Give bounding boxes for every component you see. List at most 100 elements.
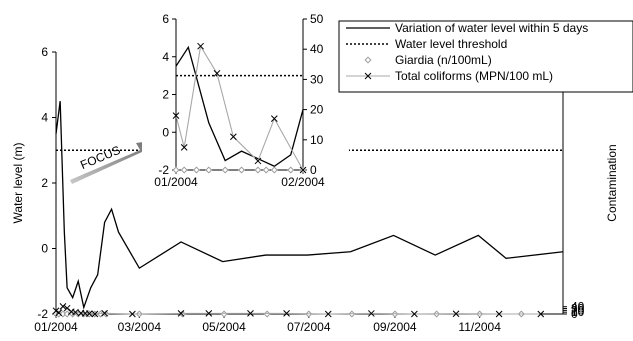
cross-stroke [495, 310, 503, 318]
cross-stroke [213, 70, 221, 77]
main-x-tick-label: 07/2004 [287, 320, 331, 334]
main-right-tick-label: 20 [571, 303, 585, 317]
inset-x-tick-label: 01/2004 [154, 175, 198, 189]
cross-stroke [230, 133, 237, 141]
inset-right-tick-label: 40 [310, 42, 324, 56]
cross-stroke [55, 309, 63, 317]
cross-stroke [101, 309, 108, 317]
main-giardia-point [220, 310, 228, 318]
inset-series-0 [175, 45, 304, 167]
inset-coliforms-line [175, 44, 304, 171]
legend-swatch-coliforms-cross [364, 72, 372, 80]
cross-stroke [283, 310, 290, 317]
main-left-tick-label: 4 [41, 111, 48, 125]
cross-stroke [177, 310, 185, 317]
main-water-level-line [55, 101, 564, 310]
main-coliforms-point [59, 303, 67, 310]
cross-stroke [129, 310, 136, 318]
cross-stroke [180, 143, 188, 151]
cross-stroke [205, 310, 213, 317]
cross-stroke [537, 310, 545, 318]
inset-giardia-point [221, 166, 229, 174]
cross-stroke [72, 308, 79, 316]
legend-label: Giardia (n/100mL) [395, 53, 492, 67]
cross-stroke [197, 42, 204, 50]
inset-left-tick-label: 0 [162, 125, 169, 139]
inset-water-level-line [175, 45, 304, 167]
main-coliforms-point [129, 310, 136, 318]
main-coliforms-point [495, 310, 503, 318]
inset-series-2 [172, 166, 307, 174]
main-coliforms-point [283, 310, 290, 317]
main-right-tick-label: 10 [571, 305, 585, 319]
main-series-0 [55, 101, 564, 310]
main-giardia-point [263, 310, 271, 318]
cross-stroke [270, 115, 278, 123]
inset-right-tick-label: 10 [310, 133, 324, 147]
inset-giardia-point [262, 166, 270, 174]
main-coliforms-point [101, 309, 108, 317]
legend-label: Variation of water level within 5 days [395, 21, 588, 35]
main-right-tick-label: 40 [571, 300, 585, 314]
legend-swatch-giardia [364, 56, 372, 64]
inset-coliforms-point [197, 42, 204, 50]
inset-coliforms-point [213, 70, 221, 77]
inset-left-tick-label: 2 [162, 88, 169, 102]
main-right-tick-label: 30 [571, 302, 585, 316]
main-coliforms-point [537, 310, 545, 318]
inset-coliforms-point [254, 157, 262, 165]
cross-stroke [254, 157, 262, 165]
main-series-3 [52, 303, 545, 318]
main-x-tick-label: 09/2004 [373, 320, 417, 334]
inset-giardia-point [205, 166, 213, 174]
legend-label: Total coliforms (MPN/100 mL) [395, 69, 553, 83]
inset-plot: -2 0 2 4 6 0 10 20 30 40 50 01/2004 02/2004 [142, 8, 349, 193]
inset-giardia-point [270, 166, 278, 174]
main-coliforms-point [91, 310, 99, 318]
inset-giardia-point [192, 166, 200, 174]
inset-right-tick-label: 0 [310, 163, 317, 177]
main-left-tick-label: 6 [41, 45, 48, 59]
inset-right-tick-label: 50 [310, 12, 324, 26]
cross-stroke [324, 310, 332, 318]
inset-giardia-point [287, 166, 295, 174]
main-coliforms-point [63, 304, 71, 312]
main-coliforms-point [205, 310, 213, 317]
cross-stroke [411, 310, 418, 318]
main-x-tick-label: 03/2004 [118, 320, 162, 334]
inset-giardia-point [238, 166, 246, 174]
main-coliforms-line [55, 305, 541, 315]
main-x-tick-label: 05/2004 [202, 320, 246, 334]
main-x-tick-label: 01/2004 [34, 320, 78, 334]
main-coliforms-point [411, 310, 418, 318]
main-coliforms-point [52, 307, 60, 315]
inset-giardia-point [254, 166, 262, 174]
inset-giardia-point [180, 166, 188, 174]
main-y2label: Contamination [605, 144, 619, 221]
main-coliforms-point [177, 310, 185, 317]
main-right-tick-label: 0 [571, 307, 578, 321]
legend: Variation of water level within 5 days Wa… [338, 20, 633, 93]
cross-stroke [247, 310, 254, 317]
inset-left-tick-label: 6 [162, 12, 169, 26]
inset-right-tick-label: 30 [310, 72, 324, 86]
cross-stroke [59, 303, 67, 310]
main-x-tick-label: 11/2004 [458, 320, 501, 334]
inset-giardia-point [172, 166, 180, 174]
inset-x-tick-label: 02/2004 [281, 175, 325, 189]
main-coliforms-point [324, 310, 332, 318]
cross-stroke [91, 310, 99, 318]
main-coliforms-point [55, 309, 63, 317]
inset-left-tick-label: -2 [158, 163, 169, 177]
cross-stroke [52, 307, 60, 315]
cross-stroke [367, 310, 375, 317]
legend-label: Water level threshold [395, 37, 507, 51]
inset-background [142, 8, 349, 193]
main-ylabel: Water level (m) [11, 143, 25, 224]
inset-coliforms-point [270, 115, 278, 123]
cross-stroke [172, 112, 180, 119]
cross-stroke [299, 166, 307, 174]
